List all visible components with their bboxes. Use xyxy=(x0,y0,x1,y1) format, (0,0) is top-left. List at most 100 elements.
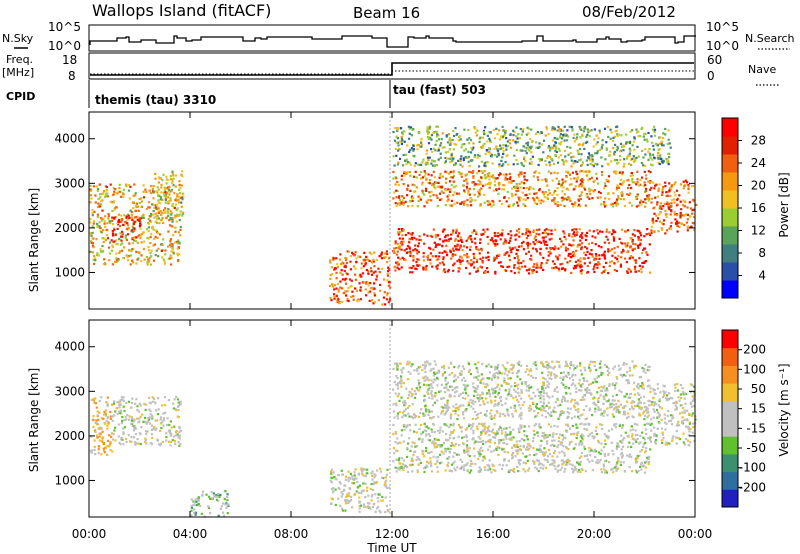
heatmap-cell-power-r4 xyxy=(449,238,452,241)
heatmap-cell-vel-r4 xyxy=(434,442,437,445)
heatmap-cell-power-r0 xyxy=(163,262,166,265)
heatmap-cell-power-r4 xyxy=(578,228,581,231)
heatmap-cell-power-r0 xyxy=(118,183,121,186)
heatmap-cell-power-r0 xyxy=(149,213,153,216)
heatmap-cell-vel-r5 xyxy=(446,408,450,411)
heatmap-cell-power-r4 xyxy=(474,242,477,245)
heatmap-cell-power-r4 xyxy=(459,239,462,242)
heatmap-cell-vel-r0 xyxy=(102,447,105,450)
heatmap-cell-power-r0 xyxy=(140,241,143,244)
heatmap-cell-vel-r5 xyxy=(551,360,554,363)
heatmap-cell-power-r4 xyxy=(624,257,627,260)
heatmap-cell-vel-r5 xyxy=(633,364,636,367)
heatmap-cell-power-r4 xyxy=(631,240,634,243)
heatmap-cell-vel-r4 xyxy=(395,449,398,452)
heatmap-cell-power-r4 xyxy=(403,249,406,252)
heatmap-cell-power-r7 xyxy=(656,203,659,206)
heatmap-cell-power-r4 xyxy=(418,238,421,241)
heatmap-cell-power-r1 xyxy=(125,238,128,241)
heatmap-cell-power-r5 xyxy=(505,200,508,203)
heatmap-cell-power-r5 xyxy=(535,192,538,195)
heatmap-cell-power-r0 xyxy=(149,252,152,255)
heatmap-cell-power-r6 xyxy=(520,162,523,165)
heatmap-cell-power-r4 xyxy=(603,270,606,273)
heatmap-cell-power-r6 xyxy=(585,159,588,162)
heatmap-cell-power-r6 xyxy=(524,146,527,149)
heatmap-cell-vel-r5 xyxy=(572,404,576,407)
heatmap-cell-vel-r4 xyxy=(466,448,469,451)
heatmap-cell-power-r5 xyxy=(603,182,607,185)
heatmap-cell-power-r4 xyxy=(629,237,632,240)
heatmap-cell-vel-r4 xyxy=(488,425,491,428)
heatmap-cell-power-r6 xyxy=(554,147,558,150)
heatmap-cell-power-r6 xyxy=(549,149,552,152)
heatmap-cell-vel-r4 xyxy=(488,434,491,437)
heatmap-cell-vel-r5 xyxy=(574,408,577,412)
heatmap-cell-power-r7 xyxy=(659,211,662,214)
heatmap-cell-power-r3 xyxy=(332,285,335,288)
heatmap-cell-power-r5 xyxy=(621,173,624,176)
heatmap-cell-power-r4 xyxy=(577,243,580,246)
heatmap-cell-vel-r4 xyxy=(596,459,599,462)
heatmap-cell-vel-r4 xyxy=(634,459,638,462)
heatmap-cell-power-r2 xyxy=(174,203,178,206)
heatmap-cell-vel-r4 xyxy=(508,426,511,429)
heatmap-cell-power-r4 xyxy=(504,238,507,241)
heatmap-cell-power-r4 xyxy=(501,234,504,237)
heatmap-cell-power-r5 xyxy=(448,180,452,183)
heatmap-cell-power-r7 xyxy=(684,179,687,182)
heatmap-cell-power-r6 xyxy=(575,136,579,139)
heatmap-cell-power-r5 xyxy=(572,188,575,191)
heatmap-cell-vel-r4 xyxy=(607,452,610,455)
heatmap-cell-power-r5 xyxy=(409,200,412,203)
heatmap-cell-power-r6 xyxy=(558,142,561,145)
heatmap-cell-power-r5 xyxy=(608,197,611,201)
heatmap-cell-power-r4 xyxy=(570,244,573,247)
heatmap-cell-power-r6 xyxy=(412,148,415,151)
heatmap-cell-vel-r0 xyxy=(107,445,110,448)
heatmap-cell-power-r0 xyxy=(169,199,172,202)
heatmap-cell-vel-r3 xyxy=(367,505,370,508)
heatmap-cell-vel-r4 xyxy=(526,459,529,462)
heatmap-cell-vel-r4 xyxy=(648,455,651,458)
heatmap-cell-vel-r2 xyxy=(226,512,229,515)
heatmap-cell-power-r5 xyxy=(607,175,611,178)
heatmap-cell-power-r4 xyxy=(640,270,643,274)
heatmap-cell-power-r4 xyxy=(536,228,539,232)
heatmap-cell-vel-r4 xyxy=(438,453,442,456)
heatmap-cell-power-r4 xyxy=(607,250,610,253)
heatmap-cell-power-r4 xyxy=(584,253,587,257)
heatmap-cell-vel-r4 xyxy=(445,424,449,427)
heatmap-cell-power-r6 xyxy=(461,165,464,168)
heatmap-cell-power-r2 xyxy=(163,211,166,214)
heatmap-cell-power-r5 xyxy=(610,203,613,206)
heatmap-cell-power-r4 xyxy=(455,228,458,231)
heatmap-cell-power-r5 xyxy=(488,203,492,206)
heatmap-cell-vel-r4 xyxy=(428,439,432,442)
heatmap-cell-power-r3 xyxy=(333,283,336,287)
heatmap-cell-vel-r4 xyxy=(457,435,460,438)
heatmap-cell-power-r0 xyxy=(175,215,178,218)
heatmap-cell-vel-r1 xyxy=(167,440,171,443)
heatmap-cell-power-r0 xyxy=(170,256,173,259)
heatmap-cell-power-r6 xyxy=(426,126,429,129)
heatmap-cell-power-r0 xyxy=(126,218,129,221)
heatmap-cell-power-r6 xyxy=(600,146,603,149)
heatmap-cell-power-r0 xyxy=(123,214,126,217)
heatmap-cell-power-r3 xyxy=(359,289,362,292)
heatmap-cell-vel-r0 xyxy=(95,434,98,437)
heatmap-cell-power-r5 xyxy=(593,179,596,182)
heatmap-cell-vel-r5 xyxy=(565,360,568,363)
heatmap-cell-power-r3 xyxy=(349,285,352,288)
heatmap-cell-power-r0 xyxy=(107,217,110,220)
heatmap-cell-power-r5 xyxy=(480,187,483,190)
heatmap-cell-vel-r5 xyxy=(644,363,647,366)
heatmap-cell-vel-r0 xyxy=(96,410,99,413)
heatmap-cell-vel-r5 xyxy=(506,408,509,411)
heatmap-cell-power-r6 xyxy=(496,155,499,158)
heatmap-cell-power-r7 xyxy=(661,191,664,194)
heatmap-cell-power-r4 xyxy=(399,242,402,245)
heatmap-cell-power-r6 xyxy=(647,150,650,153)
heatmap-cell-vel-r4 xyxy=(430,428,433,431)
heatmap-cell-power-r7 xyxy=(676,203,679,206)
